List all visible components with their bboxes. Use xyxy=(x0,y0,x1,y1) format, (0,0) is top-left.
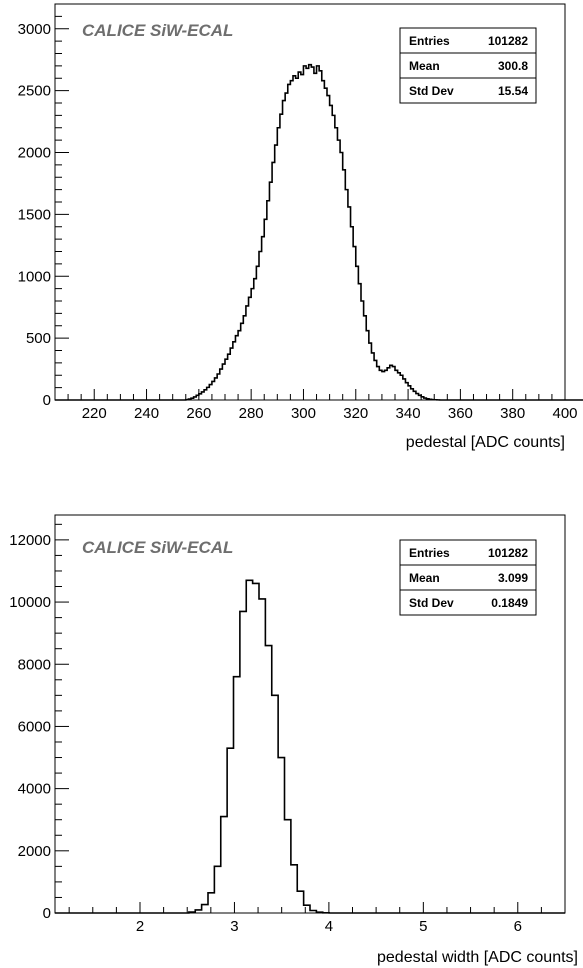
pedestal-width-stat-entries-name: Entries xyxy=(409,546,450,560)
pedestal-histogram-line xyxy=(55,63,583,401)
pedestal-x-tick-label: 320 xyxy=(343,405,368,422)
pedestal-y-tick-label: 0 xyxy=(43,392,51,409)
pedestal-width-stat-stddev-value: 0.1849 xyxy=(491,596,528,610)
pedestal-x-tick-label: 380 xyxy=(500,405,525,422)
pedestal-y-tick-label: 3000 xyxy=(18,21,51,38)
pedestal-y-tick-label: 500 xyxy=(26,330,51,347)
pedestal-width-y-tick-label: 8000 xyxy=(18,656,51,673)
pedestal-width-stat-entries-value: 101282 xyxy=(488,546,528,560)
pedestal-y-tick-label: 2000 xyxy=(18,145,51,162)
pedestal-y-tick-label: 1500 xyxy=(18,206,51,223)
pedestal-width-y-tick-label: 12000 xyxy=(9,532,51,549)
pedestal-width-axes: 2 3 4 5 6 0 2000 4000 6000 8000 10000 12000 xyxy=(9,523,566,935)
pedestal-x-axis-title: pedestal [ADC counts] xyxy=(406,434,565,451)
pedestal-stat-entries-name: Entries xyxy=(409,34,450,48)
pedestal-axes: 220 240 260 280 300 320 340 360 380 400 0 500 1000 15… xyxy=(18,3,578,422)
pedestal-width-x-tick-label: 3 xyxy=(230,918,238,935)
pedestal-y-tick-label: 1000 xyxy=(18,268,51,285)
pedestal-stat-stddev-name: Std Dev xyxy=(409,84,454,98)
pedestal-width-x-axis-title: pedestal width [ADC counts] xyxy=(377,949,578,966)
pedestal-width-experiment-label: CALICE SiW-ECAL xyxy=(82,538,233,557)
pedestal-x-tick-label: 220 xyxy=(82,405,107,422)
pedestal-x-tick-label: 400 xyxy=(552,405,577,422)
pedestal-width-histogram-line xyxy=(55,579,565,914)
pedestal-width-x-tick-label: 6 xyxy=(514,918,522,935)
pedestal-x-tick-label: 360 xyxy=(448,405,473,422)
pedestal-width-x-tick-label: 2 xyxy=(136,918,144,935)
pedestal-histogram-panel: CALICE SiW-ECAL Entries 101282 Mean 300.… xyxy=(18,3,583,451)
pedestal-x-tick-label: 240 xyxy=(134,405,159,422)
pedestal-y-tick-label: 2500 xyxy=(18,83,51,100)
pedestal-width-y-tick-label: 0 xyxy=(43,905,51,922)
pedestal-width-x-tick-label: 5 xyxy=(419,918,427,935)
pedestal-width-plot-frame xyxy=(54,514,566,914)
pedestal-width-stat-mean-name: Mean xyxy=(409,571,440,585)
pedestal-width-stat-stddev-name: Std Dev xyxy=(409,596,454,610)
pedestal-stat-stddev-value: 15.54 xyxy=(498,84,528,98)
pedestal-width-stat-mean-value: 3.099 xyxy=(498,571,528,585)
pedestal-width-y-tick-label: 2000 xyxy=(18,843,51,860)
pedestal-width-y-tick-label: 6000 xyxy=(18,718,51,735)
pedestal-x-tick-label: 260 xyxy=(186,405,211,422)
pedestal-stat-entries-value: 101282 xyxy=(488,34,528,48)
pedestal-width-y-tick-label: 10000 xyxy=(9,594,51,611)
pedestal-width-histogram-panel: CALICE SiW-ECAL Entries 101282 Mean 3.09… xyxy=(9,514,578,966)
pedestal-width-stats-box: Entries 101282 Mean 3.099 Std Dev 0.1849 xyxy=(399,539,537,616)
pedestal-width-y-tick-label: 4000 xyxy=(18,781,51,798)
pedestal-stat-mean-value: 300.8 xyxy=(498,59,528,73)
pedestal-experiment-label: CALICE SiW-ECAL xyxy=(82,21,233,40)
pedestal-x-tick-label: 340 xyxy=(396,405,421,422)
pedestal-stat-mean-name: Mean xyxy=(409,59,440,73)
pedestal-stats-box: Entries 101282 Mean 300.8 Std Dev 15.54 xyxy=(399,27,537,104)
pedestal-x-tick-label: 280 xyxy=(239,405,264,422)
pedestal-width-x-tick-label: 4 xyxy=(325,918,333,935)
pedestal-x-tick-label: 300 xyxy=(291,405,316,422)
